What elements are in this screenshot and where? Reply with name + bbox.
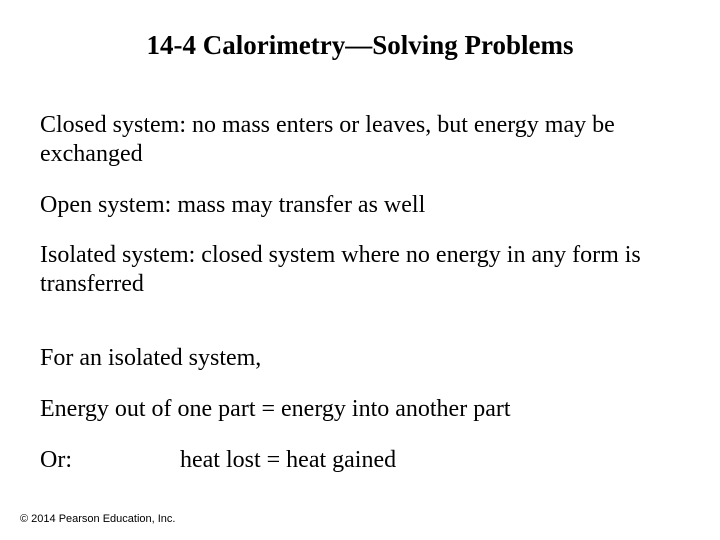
- isolated-system-text: Isolated system: closed system where no …: [40, 241, 680, 299]
- open-system-text: Open system: mass may transfer as well: [40, 191, 680, 220]
- energy-equation-text: Energy out of one part = energy into ano…: [40, 395, 680, 424]
- or-label: Or:: [40, 446, 180, 475]
- heat-equation-text: heat lost = heat gained: [180, 446, 396, 475]
- or-line: Or: heat lost = heat gained: [40, 446, 680, 475]
- copyright-text: © 2014 Pearson Education, Inc.: [20, 513, 175, 525]
- closed-system-text: Closed system: no mass enters or leaves,…: [40, 111, 680, 169]
- for-isolated-text: For an isolated system,: [40, 344, 680, 373]
- slide-title: 14-4 Calorimetry—Solving Problems: [40, 30, 680, 61]
